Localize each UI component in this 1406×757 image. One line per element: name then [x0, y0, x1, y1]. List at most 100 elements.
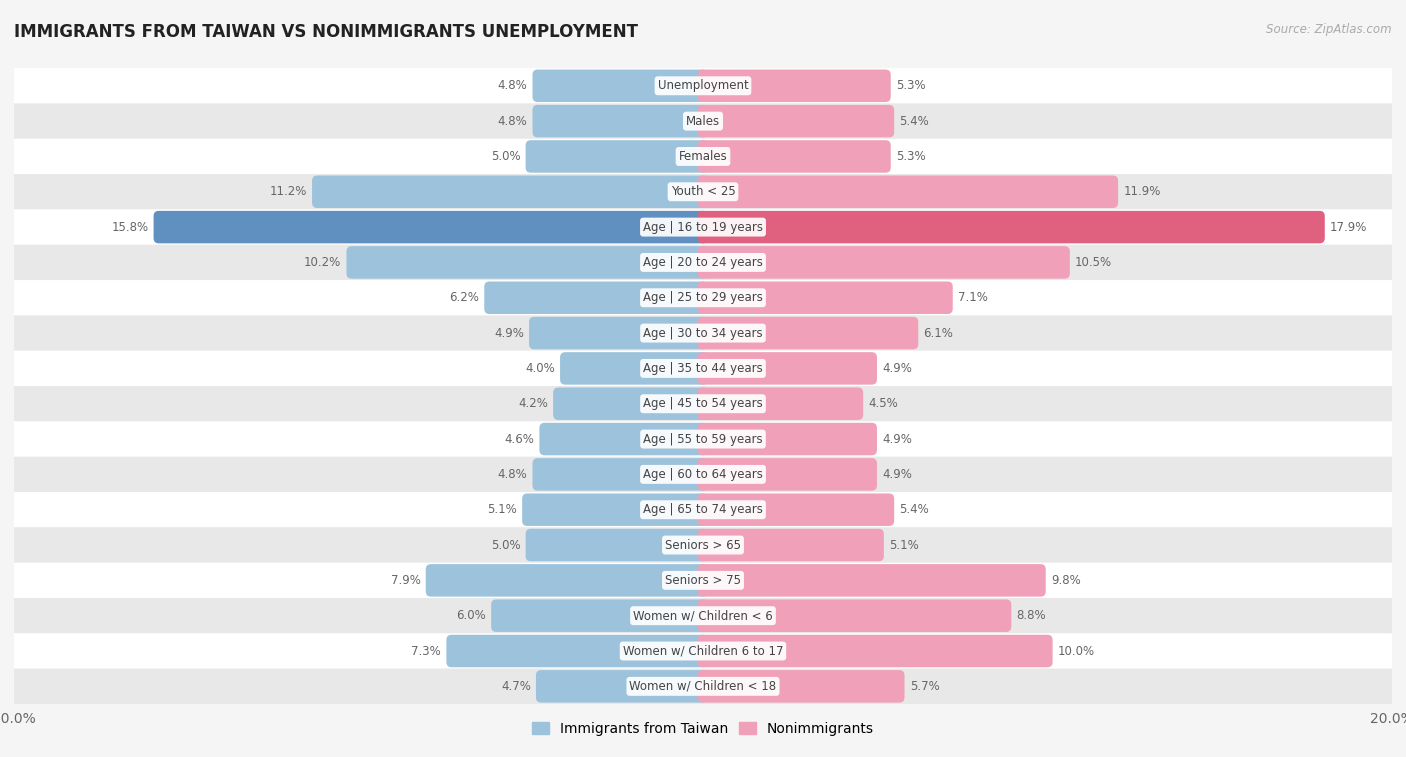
- FancyBboxPatch shape: [14, 456, 1392, 492]
- Text: 17.9%: 17.9%: [1330, 220, 1367, 234]
- FancyBboxPatch shape: [697, 423, 877, 455]
- FancyBboxPatch shape: [697, 246, 1070, 279]
- FancyBboxPatch shape: [346, 246, 709, 279]
- Text: 4.8%: 4.8%: [498, 79, 527, 92]
- FancyBboxPatch shape: [446, 635, 709, 667]
- Text: 4.7%: 4.7%: [501, 680, 531, 693]
- FancyBboxPatch shape: [14, 386, 1392, 422]
- FancyBboxPatch shape: [697, 317, 918, 349]
- FancyBboxPatch shape: [526, 529, 709, 561]
- FancyBboxPatch shape: [14, 634, 1392, 668]
- Text: Age | 55 to 59 years: Age | 55 to 59 years: [643, 432, 763, 446]
- FancyBboxPatch shape: [697, 176, 1118, 208]
- Text: Females: Females: [679, 150, 727, 163]
- Text: 8.8%: 8.8%: [1017, 609, 1046, 622]
- Text: 4.2%: 4.2%: [519, 397, 548, 410]
- Text: Seniors > 65: Seniors > 65: [665, 538, 741, 552]
- FancyBboxPatch shape: [697, 70, 891, 102]
- FancyBboxPatch shape: [697, 458, 877, 491]
- Text: 4.5%: 4.5%: [869, 397, 898, 410]
- Text: Age | 20 to 24 years: Age | 20 to 24 years: [643, 256, 763, 269]
- FancyBboxPatch shape: [697, 105, 894, 137]
- Text: 10.2%: 10.2%: [304, 256, 342, 269]
- Text: 4.6%: 4.6%: [505, 432, 534, 446]
- FancyBboxPatch shape: [153, 211, 709, 243]
- Text: 4.0%: 4.0%: [524, 362, 555, 375]
- FancyBboxPatch shape: [526, 140, 709, 173]
- Text: 11.2%: 11.2%: [270, 185, 307, 198]
- Text: IMMIGRANTS FROM TAIWAN VS NONIMMIGRANTS UNEMPLOYMENT: IMMIGRANTS FROM TAIWAN VS NONIMMIGRANTS …: [14, 23, 638, 41]
- FancyBboxPatch shape: [697, 282, 953, 314]
- FancyBboxPatch shape: [14, 174, 1392, 210]
- Text: Age | 16 to 19 years: Age | 16 to 19 years: [643, 220, 763, 234]
- Text: 10.5%: 10.5%: [1076, 256, 1112, 269]
- Text: 5.1%: 5.1%: [889, 538, 918, 552]
- FancyBboxPatch shape: [14, 422, 1392, 456]
- FancyBboxPatch shape: [14, 210, 1392, 245]
- Text: 5.3%: 5.3%: [896, 79, 925, 92]
- Text: 5.7%: 5.7%: [910, 680, 939, 693]
- Text: 4.9%: 4.9%: [882, 432, 912, 446]
- FancyBboxPatch shape: [697, 388, 863, 420]
- FancyBboxPatch shape: [14, 280, 1392, 316]
- Text: Women w/ Children < 18: Women w/ Children < 18: [630, 680, 776, 693]
- FancyBboxPatch shape: [560, 352, 709, 385]
- Text: 4.9%: 4.9%: [882, 362, 912, 375]
- Text: Unemployment: Unemployment: [658, 79, 748, 92]
- FancyBboxPatch shape: [14, 562, 1392, 598]
- Text: 4.8%: 4.8%: [498, 114, 527, 128]
- Text: 9.8%: 9.8%: [1050, 574, 1081, 587]
- FancyBboxPatch shape: [697, 670, 904, 702]
- FancyBboxPatch shape: [536, 670, 709, 702]
- FancyBboxPatch shape: [14, 350, 1392, 386]
- Text: Age | 35 to 44 years: Age | 35 to 44 years: [643, 362, 763, 375]
- Text: Males: Males: [686, 114, 720, 128]
- FancyBboxPatch shape: [522, 494, 709, 526]
- Text: 4.9%: 4.9%: [882, 468, 912, 481]
- FancyBboxPatch shape: [529, 317, 709, 349]
- FancyBboxPatch shape: [14, 245, 1392, 280]
- Text: Age | 30 to 34 years: Age | 30 to 34 years: [643, 326, 763, 340]
- FancyBboxPatch shape: [312, 176, 709, 208]
- FancyBboxPatch shape: [540, 423, 709, 455]
- Text: 5.3%: 5.3%: [896, 150, 925, 163]
- Legend: Immigrants from Taiwan, Nonimmigrants: Immigrants from Taiwan, Nonimmigrants: [526, 716, 880, 742]
- Text: 7.1%: 7.1%: [957, 291, 988, 304]
- FancyBboxPatch shape: [553, 388, 709, 420]
- FancyBboxPatch shape: [697, 635, 1053, 667]
- Text: Source: ZipAtlas.com: Source: ZipAtlas.com: [1267, 23, 1392, 36]
- Text: 6.1%: 6.1%: [924, 326, 953, 340]
- FancyBboxPatch shape: [697, 211, 1324, 243]
- FancyBboxPatch shape: [533, 458, 709, 491]
- FancyBboxPatch shape: [697, 494, 894, 526]
- Text: 15.8%: 15.8%: [111, 220, 149, 234]
- FancyBboxPatch shape: [533, 70, 709, 102]
- FancyBboxPatch shape: [14, 492, 1392, 528]
- Text: 7.9%: 7.9%: [391, 574, 420, 587]
- FancyBboxPatch shape: [697, 140, 891, 173]
- Text: 6.2%: 6.2%: [450, 291, 479, 304]
- Text: 6.0%: 6.0%: [456, 609, 486, 622]
- Text: 4.9%: 4.9%: [494, 326, 524, 340]
- Text: Women w/ Children < 6: Women w/ Children < 6: [633, 609, 773, 622]
- Text: 11.9%: 11.9%: [1123, 185, 1160, 198]
- Text: 7.3%: 7.3%: [412, 644, 441, 658]
- FancyBboxPatch shape: [697, 529, 884, 561]
- Text: 5.4%: 5.4%: [900, 503, 929, 516]
- Text: 5.1%: 5.1%: [488, 503, 517, 516]
- FancyBboxPatch shape: [697, 352, 877, 385]
- Text: 5.0%: 5.0%: [491, 150, 520, 163]
- Text: 5.0%: 5.0%: [491, 538, 520, 552]
- Text: 10.0%: 10.0%: [1057, 644, 1095, 658]
- Text: Age | 60 to 64 years: Age | 60 to 64 years: [643, 468, 763, 481]
- Text: Seniors > 75: Seniors > 75: [665, 574, 741, 587]
- FancyBboxPatch shape: [14, 668, 1392, 704]
- FancyBboxPatch shape: [14, 528, 1392, 562]
- FancyBboxPatch shape: [14, 598, 1392, 634]
- FancyBboxPatch shape: [697, 564, 1046, 597]
- Text: 4.8%: 4.8%: [498, 468, 527, 481]
- Text: Age | 25 to 29 years: Age | 25 to 29 years: [643, 291, 763, 304]
- FancyBboxPatch shape: [533, 105, 709, 137]
- FancyBboxPatch shape: [14, 139, 1392, 174]
- FancyBboxPatch shape: [426, 564, 709, 597]
